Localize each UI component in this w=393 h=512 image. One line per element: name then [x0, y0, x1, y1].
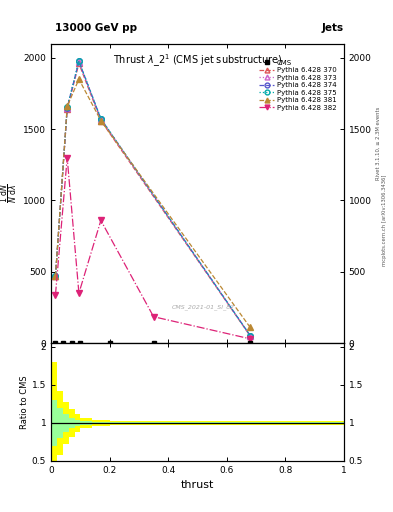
Y-axis label: Ratio to CMS: Ratio to CMS [20, 375, 29, 429]
Pythia 6.428 381 [77, 76, 81, 82]
CMS [248, 340, 253, 346]
CMS [107, 340, 112, 346]
Pythia 6.428 375 [99, 116, 103, 122]
Pythia 6.428 381 [65, 103, 70, 110]
Line: Pythia 6.428 375: Pythia 6.428 375 [53, 58, 253, 338]
Pythia 6.428 375 [248, 332, 253, 338]
Pythia 6.428 374 [65, 104, 70, 111]
Pythia 6.428 382 [65, 155, 70, 161]
Pythia 6.428 370 [77, 60, 81, 67]
Pythia 6.428 382 [248, 336, 253, 342]
Pythia 6.428 373 [248, 333, 253, 339]
Line: Pythia 6.428 381: Pythia 6.428 381 [53, 76, 253, 330]
Pythia 6.428 370 [53, 273, 58, 279]
Text: mcplots.cern.ch [arXiv:1306.3436]: mcplots.cern.ch [arXiv:1306.3436] [382, 175, 387, 266]
CMS [69, 340, 74, 346]
Pythia 6.428 374 [77, 58, 81, 65]
Pythia 6.428 375 [53, 273, 58, 279]
Text: Jets: Jets [321, 23, 343, 33]
Line: Pythia 6.428 370: Pythia 6.428 370 [53, 61, 253, 339]
Legend: CMS, Pythia 6.428 370, Pythia 6.428 373, Pythia 6.428 374, Pythia 6.428 375, Pyt: CMS, Pythia 6.428 370, Pythia 6.428 373,… [258, 59, 338, 112]
Pythia 6.428 373 [65, 105, 70, 112]
Pythia 6.428 373 [53, 273, 58, 279]
Pythia 6.428 382 [151, 314, 156, 320]
Text: Thrust $\lambda\_2^1$ (CMS jet substructure): Thrust $\lambda\_2^1$ (CMS jet substruct… [112, 53, 283, 69]
CMS [78, 340, 83, 346]
Pythia 6.428 370 [65, 106, 70, 112]
Pythia 6.428 382 [99, 218, 103, 224]
Line: Pythia 6.428 382: Pythia 6.428 382 [53, 155, 253, 342]
CMS [53, 340, 58, 346]
CMS [61, 340, 65, 346]
Pythia 6.428 374 [248, 332, 253, 338]
Y-axis label: $\frac{1}{N}\frac{\mathrm{d}N}{\mathrm{d}\lambda}$: $\frac{1}{N}\frac{\mathrm{d}N}{\mathrm{d… [0, 183, 20, 203]
Pythia 6.428 374 [53, 273, 58, 279]
Pythia 6.428 374 [99, 116, 103, 122]
Text: 13000 GeV pp: 13000 GeV pp [55, 23, 137, 33]
Pythia 6.428 381 [99, 117, 103, 123]
Text: CMS_2021-01_SI_87: CMS_2021-01_SI_87 [172, 304, 235, 310]
Pythia 6.428 373 [77, 59, 81, 65]
Pythia 6.428 370 [248, 333, 253, 339]
Pythia 6.428 370 [99, 117, 103, 123]
CMS [151, 340, 156, 346]
Pythia 6.428 381 [248, 324, 253, 330]
Pythia 6.428 373 [99, 116, 103, 122]
Pythia 6.428 381 [53, 273, 58, 279]
Pythia 6.428 382 [77, 290, 81, 296]
Text: Rivet 3.1.10, ≥ 2.3M events: Rivet 3.1.10, ≥ 2.3M events [376, 106, 380, 180]
Pythia 6.428 375 [65, 104, 70, 111]
Line: Pythia 6.428 373: Pythia 6.428 373 [53, 59, 253, 338]
Line: Pythia 6.428 374: Pythia 6.428 374 [53, 58, 253, 338]
Line: CMS: CMS [53, 340, 253, 346]
Pythia 6.428 382 [53, 291, 58, 297]
Pythia 6.428 375 [77, 58, 81, 64]
X-axis label: thrust: thrust [181, 480, 214, 490]
